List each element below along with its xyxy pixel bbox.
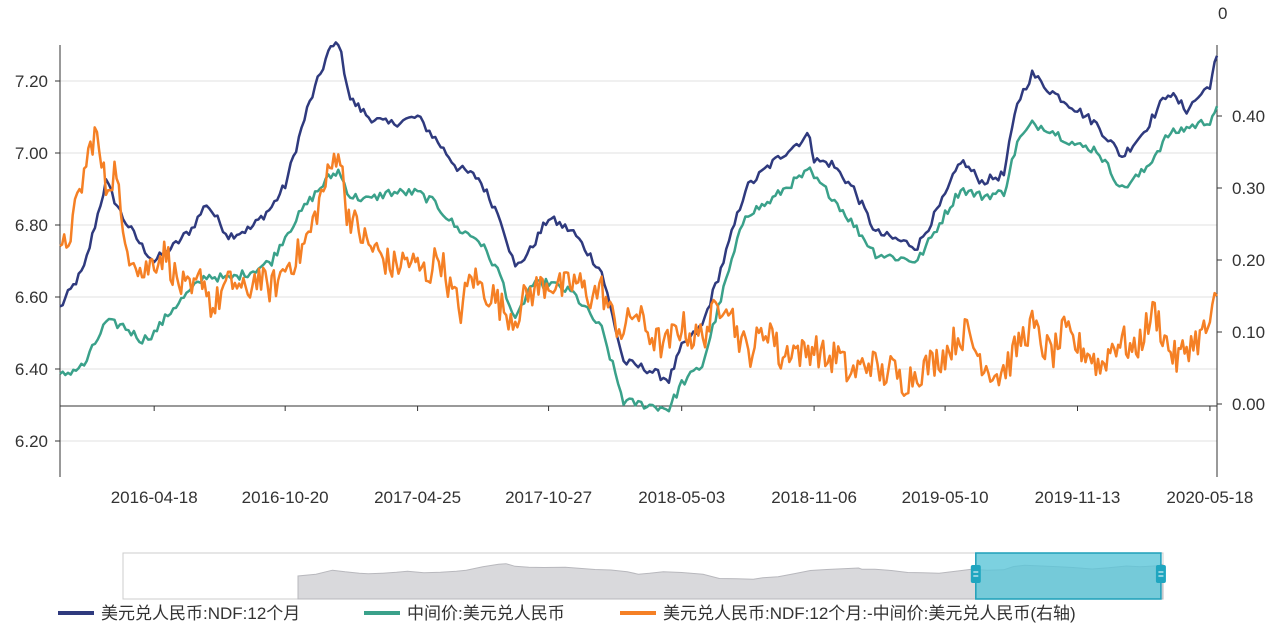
y-left-tick-label: 6.20: [15, 432, 48, 451]
gridlines: [60, 80, 1217, 442]
legend-item-fixing[interactable]: 中间价:美元兑人民币: [364, 604, 565, 623]
y-left-tick-label: 7.20: [15, 72, 48, 91]
legend-label-ndf: 美元兑人民币:NDF:12个月: [101, 604, 300, 623]
series-line-2: [59, 126, 1218, 397]
left-y-axis-ticks: 6.20 6.40 6.60 6.80 7.00 7.20: [15, 72, 60, 451]
y-left-tick-label: 6.40: [15, 360, 48, 379]
zoom-handle-right[interactable]: [1155, 565, 1166, 583]
right-y-axis-ticks: 0.00 0.10 0.20 0.30 0.40 0: [1217, 4, 1265, 414]
series-lines: [59, 41, 1219, 413]
legend-label-fixing: 中间价:美元兑人民币: [407, 604, 565, 623]
zoom-selected-window[interactable]: [975, 552, 1162, 600]
series-line-0: [59, 41, 1219, 385]
y-right-top-label: 0: [1218, 4, 1227, 23]
y-right-tick-label: 0.00: [1232, 395, 1265, 414]
y-left-tick-label: 6.60: [15, 288, 48, 307]
axes: [59, 45, 1218, 477]
x-axis-ticks: 2016-04-18 2016-10-20 2017-04-25 2017-10-27…: [111, 406, 1253, 507]
x-tick-label: 2016-04-18: [111, 488, 198, 507]
legend-label-spread: 美元兑人民币:NDF:12个月:-中间价:美元兑人民币(右轴): [663, 604, 1076, 623]
y-left-tick-label: 6.80: [15, 216, 48, 235]
x-tick-label: 2016-10-20: [242, 488, 329, 507]
x-tick-label: 2019-05-10: [902, 488, 989, 507]
y-right-tick-label: 0.20: [1232, 251, 1265, 270]
legend-item-ndf[interactable]: 美元兑人民币:NDF:12个月: [58, 604, 300, 623]
zoom-handle-left[interactable]: [970, 565, 981, 583]
x-tick-label: 2017-04-25: [374, 488, 461, 507]
y-right-tick-label: 0.40: [1232, 107, 1265, 126]
x-tick-label: 2020-05-18: [1166, 488, 1253, 507]
series-line-1: [59, 105, 1219, 413]
y-right-tick-label: 0.30: [1232, 179, 1265, 198]
x-tick-label: 2017-10-27: [505, 488, 592, 507]
zoom-handle-left-grip: [970, 565, 981, 583]
data-zoom-slider[interactable]: [122, 552, 1166, 600]
x-tick-label: 2019-11-13: [1035, 488, 1121, 507]
y-right-tick-label: 0.10: [1232, 323, 1265, 342]
zoom-handle-right-grip: [1155, 565, 1166, 583]
y-left-tick-label: 7.00: [15, 144, 48, 163]
legend-item-spread[interactable]: 美元兑人民币:NDF:12个月:-中间价:美元兑人民币(右轴): [620, 604, 1076, 623]
legend: 美元兑人民币:NDF:12个月 中间价:美元兑人民币 美元兑人民币:NDF:12…: [58, 604, 1076, 623]
x-tick-label: 2018-05-03: [638, 488, 725, 507]
x-tick-label: 2018-11-06: [771, 488, 857, 507]
